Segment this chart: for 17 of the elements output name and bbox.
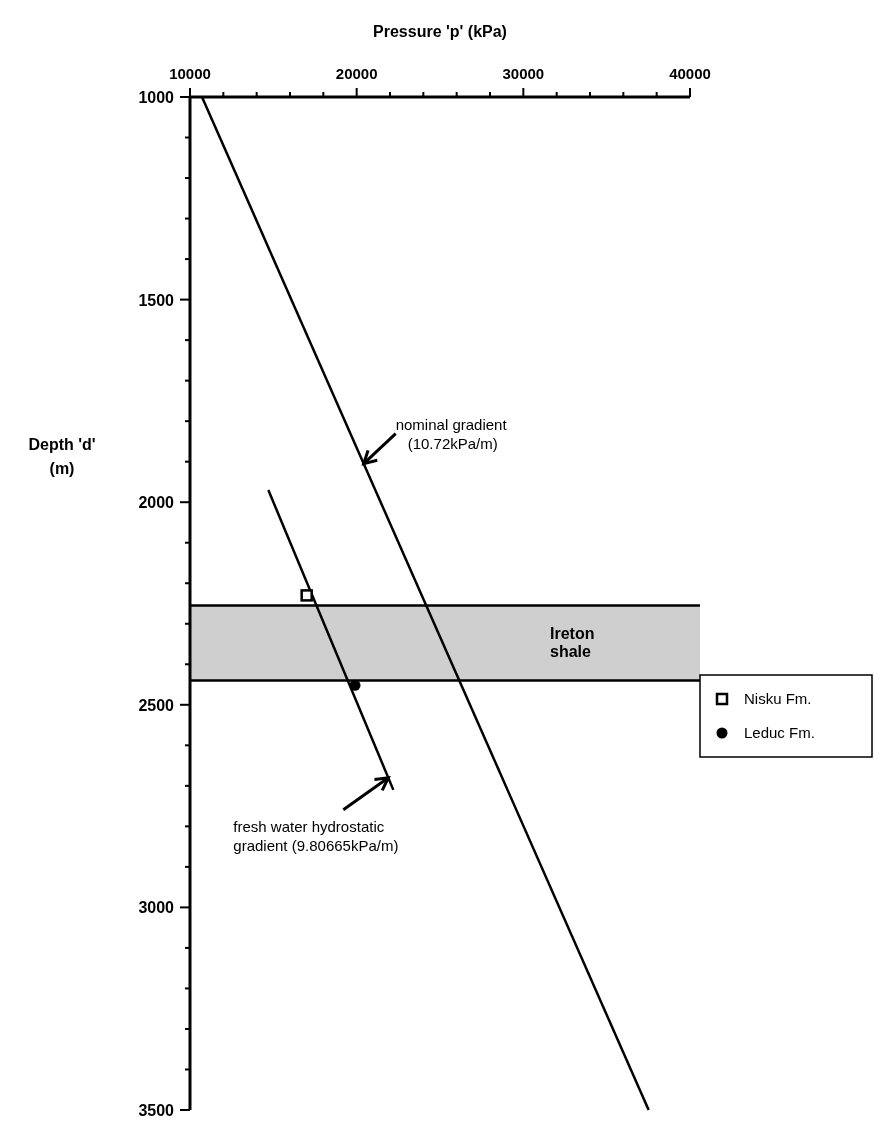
legend-label: Nisku Fm. — [744, 690, 812, 707]
y-tick-label: 3000 — [138, 899, 175, 917]
legend-label: Leduc Fm. — [744, 724, 815, 741]
annotation: nominal gradient (10.72kPa/m) — [395, 415, 508, 452]
y-tick-label: 2500 — [138, 696, 175, 714]
y-tick-label: 1000 — [138, 89, 175, 106]
x-tick-label: 40000 — [669, 65, 711, 82]
x-tick-label: 20000 — [335, 65, 378, 82]
x-axis-title: Pressure 'p' (kPa) — [373, 23, 507, 40]
band-label: Ireton shale — [550, 625, 595, 661]
annotation: fresh water hydrostatic gradient (9.80665kPa/m) — [233, 817, 399, 854]
x-tick-label: 30000 — [502, 65, 545, 82]
x-tick-label: 10000 — [169, 65, 211, 82]
y-tick-label: 2000 — [138, 494, 175, 512]
y-axis-title: Depth 'd' (m) — [28, 436, 96, 477]
y-tick-label: 1500 — [138, 291, 175, 309]
y-tick-label: 3500 — [138, 1102, 175, 1119]
